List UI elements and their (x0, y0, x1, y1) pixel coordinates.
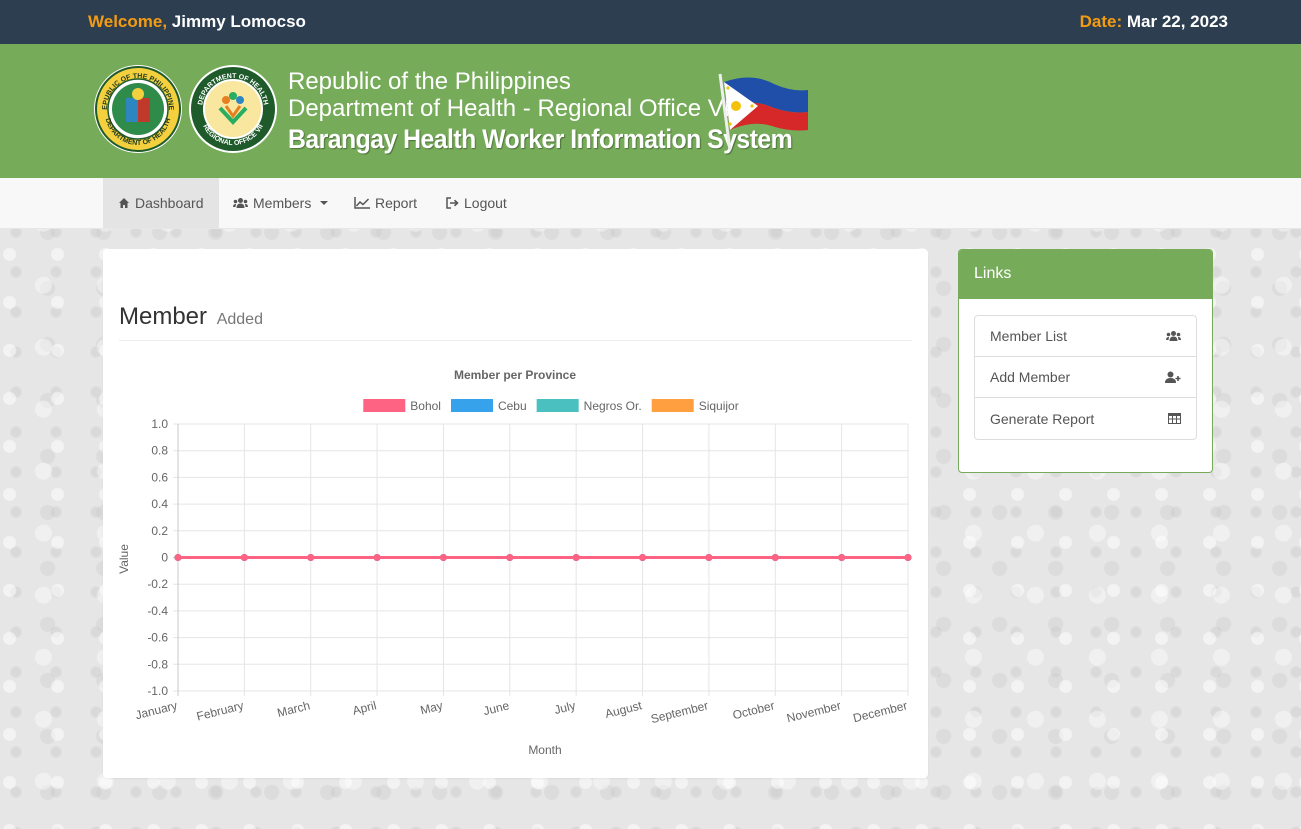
nav-logout-label: Logout (464, 195, 507, 211)
y-axis-label: Value (117, 544, 131, 574)
generate-report-link[interactable]: Generate Report (975, 398, 1196, 439)
data-point (307, 554, 315, 561)
chart-series (174, 554, 912, 561)
users-icon (233, 198, 248, 208)
main-navbar: Dashboard Members Report Logout (0, 178, 1301, 229)
x-tick-label: May (419, 698, 444, 717)
nav-dashboard[interactable]: Dashboard (103, 178, 219, 228)
y-tick-label: 0.6 (151, 470, 168, 484)
x-tick-label: July (553, 698, 577, 717)
links-list: Member List Add Member Generate Report (974, 315, 1197, 440)
links-heading: Links (959, 250, 1212, 299)
welcome-message: Welcome, Jimmy Lomocso (88, 12, 306, 32)
data-point (439, 554, 447, 561)
page-subtitle: Added (216, 311, 263, 328)
table-icon (1168, 413, 1181, 424)
data-point (373, 554, 381, 561)
x-tick-label: November (785, 698, 842, 725)
data-point (506, 554, 514, 561)
data-point (572, 554, 580, 561)
links-panel: Links Member List Add Member Generate Re… (958, 249, 1213, 473)
y-tick-label: -0.6 (147, 631, 168, 645)
y-tick-label: -0.4 (147, 604, 168, 618)
y-tick-label: -1.0 (147, 684, 168, 698)
data-point (174, 554, 182, 561)
banner-text: Republic of the Philippines Department o… (288, 68, 836, 156)
x-tick-label: September (649, 698, 709, 726)
add-member-link[interactable]: Add Member (975, 357, 1196, 398)
banner-line-2: Department of Health - Regional Office V… (288, 95, 738, 122)
x-tick-label: April (351, 698, 378, 717)
x-axis-ticks: January February March April May June July Augu… (134, 698, 909, 726)
x-axis-label: Month (528, 743, 561, 757)
top-bar: Welcome, Jimmy Lomocso Date: Mar 22, 202… (0, 0, 1301, 44)
header-banner: REPUBLIC OF THE PHILIPPINES DEPARTMENT O… (0, 44, 1301, 178)
page-title-text: Member (119, 303, 208, 330)
chevron-down-icon (320, 201, 329, 205)
page-title: Member Added (119, 303, 912, 331)
legend-swatch-2 (536, 399, 579, 412)
data-point (240, 554, 248, 561)
philippine-flag-icon (718, 73, 808, 151)
nav-dashboard-label: Dashboard (135, 195, 204, 211)
y-tick-label: 0.4 (151, 497, 168, 511)
member-list-label: Member List (990, 328, 1068, 344)
nav-report-label: Report (375, 195, 418, 211)
data-point (705, 554, 713, 561)
legend-swatch-1 (450, 399, 493, 412)
nav-logout[interactable]: Logout (431, 178, 522, 228)
chart-grid (173, 423, 909, 696)
nav-members[interactable]: Members (218, 178, 343, 228)
x-tick-label: June (482, 698, 511, 718)
y-tick-label: 0.8 (151, 444, 168, 458)
data-point (639, 554, 647, 561)
legend-label-2: Negros Or. (584, 399, 642, 413)
users-icon (1166, 331, 1181, 341)
banner-line-1: Republic of the Philippines (288, 68, 571, 95)
chart-legend: Bohol Cebu Negros Or. Siquijor (363, 399, 739, 413)
doh-seal-logo: DEPARTMENT OF HEALTH REGIONAL OFFICE VII (189, 65, 277, 153)
y-tick-label: -0.2 (147, 577, 168, 591)
legend-swatch-3 (651, 399, 694, 412)
page-header: Member Added (119, 303, 912, 341)
x-tick-label: October (731, 698, 776, 722)
x-tick-label: December (852, 698, 909, 725)
member-per-province-chart: Member per Province Bohol Cebu Negros Or. S… (117, 368, 912, 757)
nav-report[interactable]: Report (339, 178, 432, 228)
home-icon (119, 198, 129, 208)
generate-report-label: Generate Report (990, 410, 1095, 427)
legend-label-1: Cebu (498, 399, 527, 413)
data-point (771, 554, 779, 561)
chart-title: Member per Province (454, 368, 576, 382)
y-axis-ticks: 1.0 0.8 0.6 0.4 0.2 0 -0.2 -0.4 -0.6 -0.8 -1.0 (147, 417, 168, 698)
legend-swatch-0 (363, 399, 406, 412)
y-tick-label: 0 (161, 551, 168, 565)
user-name: Jimmy Lomocso (171, 12, 306, 31)
y-tick-label: 1.0 (151, 417, 168, 431)
legend-label-0: Bohol (410, 399, 441, 413)
nav-members-label: Members (253, 195, 312, 211)
logout-icon (446, 197, 459, 209)
y-tick-label: -0.8 (147, 657, 168, 671)
current-date: Date: Mar 22, 2023 (1080, 12, 1228, 32)
member-list-link[interactable]: Member List (975, 316, 1196, 357)
x-tick-label: August (604, 698, 644, 721)
x-tick-label: March (276, 698, 312, 720)
system-title: Barangay Health Worker Information Syste… (288, 124, 793, 154)
line-chart-icon (354, 197, 370, 209)
republic-seal-logo: REPUBLIC OF THE PHILIPPINES DEPARTMENT O… (93, 64, 182, 153)
date-value: Mar 22, 2023 (1126, 12, 1228, 31)
data-point (904, 554, 912, 561)
legend-label-3: Siquijor (699, 399, 739, 413)
date-label: Date: (1079, 12, 1123, 31)
x-tick-label: January (134, 698, 179, 722)
data-point (838, 554, 846, 561)
x-tick-label: February (195, 698, 245, 723)
welcome-label: Welcome, (88, 12, 168, 31)
dashboard-panel: Member Added Member per Province Bohol Ce… (103, 249, 928, 778)
user-plus-icon (1165, 371, 1181, 383)
add-member-label: Add Member (990, 369, 1071, 385)
y-tick-label: 0.2 (151, 524, 168, 538)
